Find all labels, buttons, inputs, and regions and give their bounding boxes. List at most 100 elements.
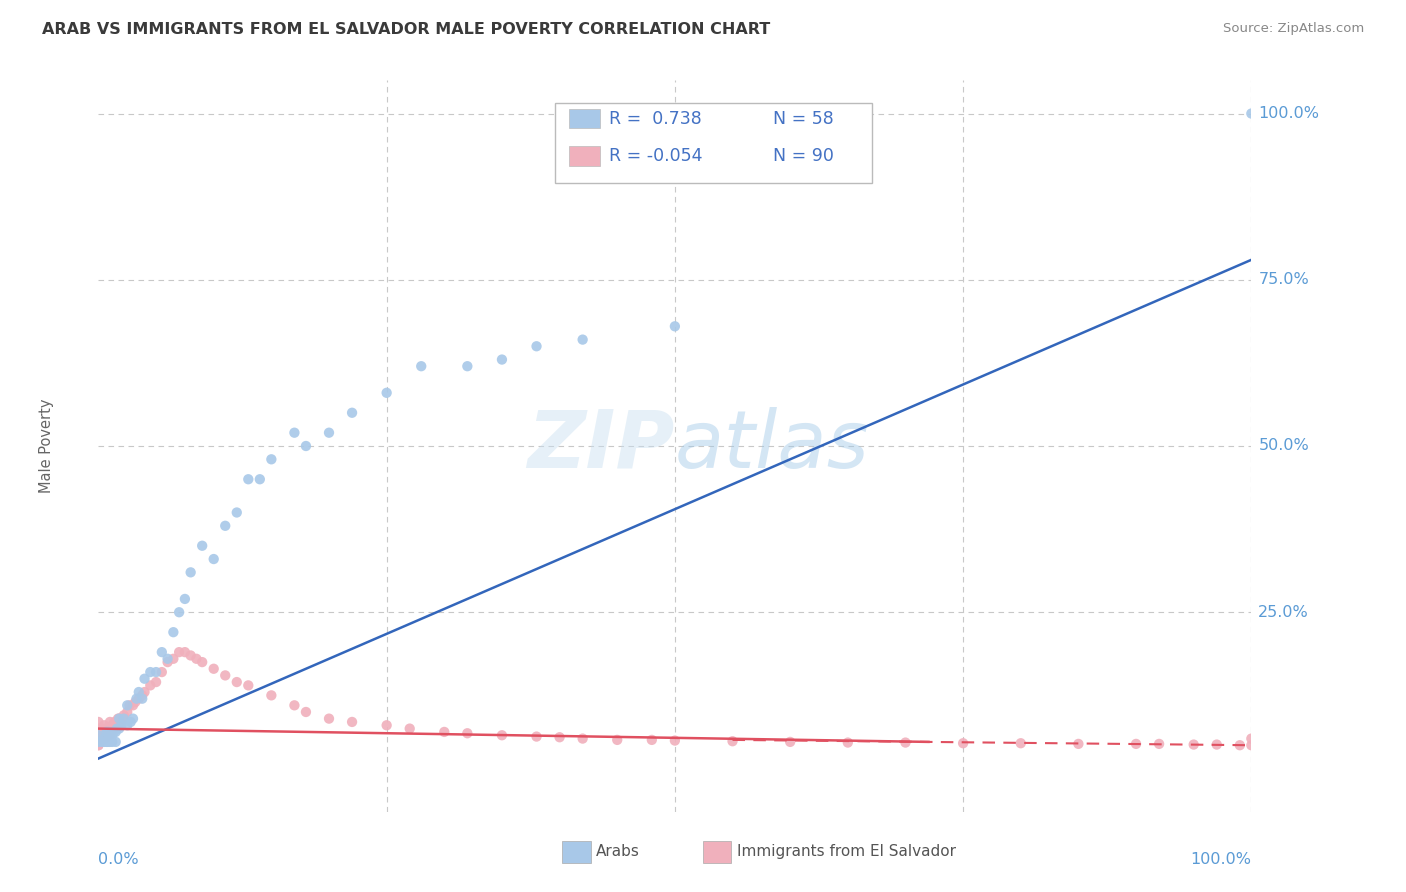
Point bbox=[1182, 738, 1205, 752]
Point bbox=[156, 652, 179, 666]
Point bbox=[131, 689, 153, 703]
Point bbox=[112, 708, 135, 723]
Point bbox=[260, 452, 283, 467]
Point bbox=[87, 722, 110, 736]
Point bbox=[318, 712, 340, 726]
Text: atlas: atlas bbox=[675, 407, 870, 485]
Point bbox=[721, 734, 744, 748]
Point bbox=[96, 722, 118, 736]
Point bbox=[186, 652, 208, 666]
Point bbox=[98, 728, 121, 742]
Text: 75.0%: 75.0% bbox=[1258, 272, 1309, 287]
Text: 0.0%: 0.0% bbox=[98, 852, 139, 867]
Point bbox=[97, 725, 120, 739]
Point bbox=[98, 735, 121, 749]
Point bbox=[93, 735, 115, 749]
Point bbox=[93, 731, 115, 746]
Point bbox=[134, 672, 156, 686]
Point bbox=[150, 645, 173, 659]
Point bbox=[433, 725, 456, 739]
Point bbox=[96, 728, 118, 742]
Point bbox=[125, 691, 148, 706]
Point bbox=[134, 685, 156, 699]
Text: ARAB VS IMMIGRANTS FROM EL SALVADOR MALE POVERTY CORRELATION CHART: ARAB VS IMMIGRANTS FROM EL SALVADOR MALE… bbox=[42, 22, 770, 37]
Point bbox=[664, 319, 686, 334]
Point bbox=[103, 725, 125, 739]
Point bbox=[97, 728, 120, 742]
Point bbox=[108, 712, 131, 726]
Point bbox=[283, 698, 305, 713]
Point bbox=[779, 735, 801, 749]
Point bbox=[96, 725, 118, 739]
Point bbox=[101, 735, 124, 749]
Point bbox=[1125, 737, 1147, 751]
Point bbox=[97, 722, 120, 736]
Text: 100.0%: 100.0% bbox=[1191, 852, 1251, 867]
Point bbox=[238, 678, 260, 692]
Point bbox=[104, 735, 127, 749]
Point bbox=[87, 728, 110, 742]
Point bbox=[93, 731, 115, 746]
Point bbox=[124, 695, 146, 709]
Point bbox=[110, 714, 132, 729]
Text: Source: ZipAtlas.com: Source: ZipAtlas.com bbox=[1223, 22, 1364, 36]
Point bbox=[375, 385, 398, 400]
Point bbox=[295, 705, 318, 719]
Point bbox=[111, 712, 134, 726]
Point bbox=[180, 648, 202, 663]
Point bbox=[87, 735, 110, 749]
Point bbox=[90, 731, 112, 746]
Point bbox=[641, 732, 664, 747]
Text: 100.0%: 100.0% bbox=[1258, 106, 1319, 121]
Point bbox=[122, 698, 145, 713]
Text: Immigrants from El Salvador: Immigrants from El Salvador bbox=[737, 845, 956, 859]
Point bbox=[110, 718, 132, 732]
Point bbox=[340, 714, 363, 729]
Point bbox=[491, 728, 513, 742]
Point bbox=[340, 406, 363, 420]
Point bbox=[526, 730, 548, 744]
Point bbox=[97, 722, 120, 736]
Point bbox=[97, 728, 120, 742]
Point bbox=[101, 728, 124, 742]
Point bbox=[375, 718, 398, 732]
Point bbox=[98, 728, 121, 742]
Point bbox=[202, 662, 225, 676]
Point bbox=[98, 722, 121, 736]
Point bbox=[98, 714, 121, 729]
Point bbox=[97, 735, 120, 749]
Point bbox=[398, 722, 420, 736]
Text: ZIP: ZIP bbox=[527, 407, 675, 485]
Point bbox=[91, 722, 114, 736]
Point bbox=[606, 732, 628, 747]
Point bbox=[167, 645, 190, 659]
Point bbox=[117, 705, 138, 719]
Point bbox=[894, 735, 917, 749]
Point bbox=[174, 645, 197, 659]
Point bbox=[91, 728, 114, 742]
Point bbox=[96, 735, 118, 749]
Point bbox=[191, 655, 214, 669]
Point bbox=[318, 425, 340, 440]
Point bbox=[952, 736, 974, 750]
Point bbox=[139, 678, 162, 692]
Point bbox=[128, 691, 150, 706]
Point bbox=[180, 566, 202, 580]
Point bbox=[100, 725, 122, 739]
Point bbox=[112, 712, 135, 726]
Point bbox=[108, 712, 131, 726]
Point bbox=[664, 733, 686, 747]
Point bbox=[108, 722, 131, 736]
Point bbox=[87, 728, 110, 742]
Text: Arabs: Arabs bbox=[596, 845, 640, 859]
Point bbox=[117, 698, 138, 713]
Point bbox=[1229, 738, 1251, 752]
Point bbox=[214, 668, 236, 682]
Point bbox=[238, 472, 260, 486]
Point bbox=[145, 675, 167, 690]
Point bbox=[162, 625, 184, 640]
Point bbox=[97, 731, 120, 746]
Point bbox=[283, 425, 305, 440]
Text: Male Poverty: Male Poverty bbox=[39, 399, 53, 493]
Text: R =  0.738: R = 0.738 bbox=[609, 110, 702, 128]
